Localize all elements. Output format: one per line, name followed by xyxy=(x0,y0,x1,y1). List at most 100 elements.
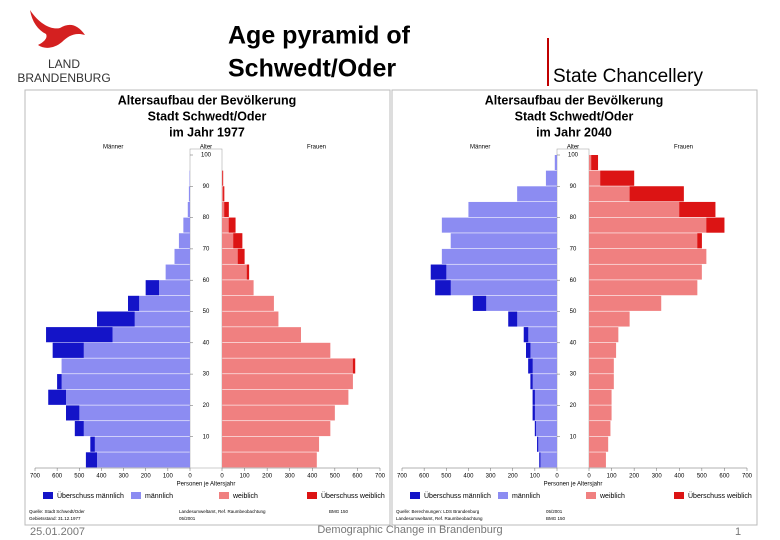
x-tick-label: 200 xyxy=(508,474,519,480)
x-tick-label: 400 xyxy=(307,474,318,480)
x-tick-label: 700 xyxy=(30,474,41,480)
bar xyxy=(222,295,274,311)
bar xyxy=(222,264,250,280)
surplus-bar xyxy=(532,389,535,405)
bar xyxy=(441,217,557,233)
bar xyxy=(517,186,557,202)
legend-swatch xyxy=(307,492,317,499)
surplus-bar xyxy=(74,421,84,437)
logo-text: LAND xyxy=(48,57,80,71)
chart-title: Altersaufbau der Bevölkerung xyxy=(118,93,297,107)
surplus-bar xyxy=(472,295,487,311)
surplus-bar xyxy=(697,233,702,249)
surplus-bar xyxy=(629,186,684,202)
pyramid-chart: Altersaufbau der Bevölkerung Stadt Schwed… xyxy=(391,89,758,526)
y-tick-label: 10 xyxy=(570,434,577,440)
y-tick-label: 80 xyxy=(203,215,210,221)
legend-swatch xyxy=(498,492,508,499)
bar xyxy=(534,421,557,437)
surplus-bar xyxy=(539,452,541,468)
bar xyxy=(589,421,611,437)
surplus-bar xyxy=(228,217,236,233)
legend-label: männlich xyxy=(512,493,540,500)
bar xyxy=(165,264,190,280)
x-tick-label: 200 xyxy=(629,474,640,480)
y-tick-label: 40 xyxy=(203,340,210,346)
axis-label: Alter xyxy=(200,145,212,151)
surplus-bar xyxy=(679,201,716,217)
bar xyxy=(589,295,662,311)
source-note: Quelle: Berechnungen: LDS Brandenburg xyxy=(396,509,480,514)
bar xyxy=(222,452,317,468)
y-tick-label: 50 xyxy=(570,309,577,315)
surplus-bar xyxy=(48,389,66,405)
bar xyxy=(188,186,190,202)
bar xyxy=(532,389,557,405)
bar xyxy=(589,342,617,358)
y-tick-label: 40 xyxy=(570,340,577,346)
bar xyxy=(430,264,557,280)
surplus-bar xyxy=(97,311,135,327)
y-tick-label: 20 xyxy=(570,403,577,409)
bar xyxy=(468,201,557,217)
bar xyxy=(589,358,614,374)
x-tick-label: 100 xyxy=(530,474,541,480)
y-tick-label: 100 xyxy=(201,153,212,159)
x-tick-label: 100 xyxy=(240,474,251,480)
bar xyxy=(48,389,191,405)
bar xyxy=(222,421,331,437)
bar xyxy=(61,358,191,374)
surplus-bar xyxy=(145,280,159,296)
y-tick-label: 50 xyxy=(203,309,210,315)
bar xyxy=(222,374,353,390)
surplus-bar xyxy=(523,327,529,343)
y-tick-label: 30 xyxy=(203,372,210,378)
legend-swatch xyxy=(674,492,684,499)
bar xyxy=(589,452,606,468)
surplus-bar xyxy=(46,327,113,343)
bar xyxy=(589,374,614,390)
x-tick-label: 500 xyxy=(330,474,341,480)
x-tick-label: 300 xyxy=(285,474,296,480)
x-tick-label: 400 xyxy=(674,474,685,480)
source-note: 05/2001 xyxy=(546,509,563,514)
surplus-bar xyxy=(90,436,95,452)
bar xyxy=(508,311,557,327)
x-tick-label: 700 xyxy=(375,474,386,480)
source-note: Landesumweltamt, Ref. Raumbeobachtung xyxy=(396,516,483,521)
x-tick-label: 100 xyxy=(607,474,618,480)
surplus-bar xyxy=(528,358,533,374)
y-tick-label: 60 xyxy=(570,278,577,284)
bar xyxy=(85,452,190,468)
y-tick-label: 90 xyxy=(570,184,577,190)
x-tick-label: 700 xyxy=(397,474,408,480)
bar xyxy=(450,233,557,249)
surplus-bar xyxy=(526,342,531,358)
surplus-bar xyxy=(352,358,356,374)
chart-title: Stadt Schwedt/Oder xyxy=(148,109,267,123)
bar xyxy=(526,342,557,358)
surplus-bar xyxy=(430,264,447,280)
x-tick-label: 100 xyxy=(163,474,174,480)
source-note: Quelle: Stadt Schwedt/Oder xyxy=(29,509,85,514)
x-tick-label: 0 xyxy=(220,474,224,480)
surplus-bar xyxy=(233,233,243,249)
x-axis-label: Personen je Altersjahr xyxy=(544,482,603,488)
bar xyxy=(222,327,301,343)
x-tick-label: 200 xyxy=(262,474,273,480)
x-tick-label: 600 xyxy=(719,474,730,480)
bar xyxy=(441,248,557,264)
footer-title: Demographic Change in Brandenburg xyxy=(317,524,502,536)
x-tick-label: 500 xyxy=(441,474,452,480)
bar xyxy=(90,436,190,452)
age-column xyxy=(556,148,590,469)
bar xyxy=(589,217,725,233)
x-tick-label: 600 xyxy=(52,474,63,480)
bar xyxy=(528,358,557,374)
bar xyxy=(128,295,190,311)
surplus-bar xyxy=(534,421,536,437)
chart-title: im Jahr 1977 xyxy=(169,125,245,139)
surplus-bar xyxy=(66,405,80,421)
axis-label: Alter xyxy=(567,145,579,151)
legend-label: weiblich xyxy=(232,493,258,500)
